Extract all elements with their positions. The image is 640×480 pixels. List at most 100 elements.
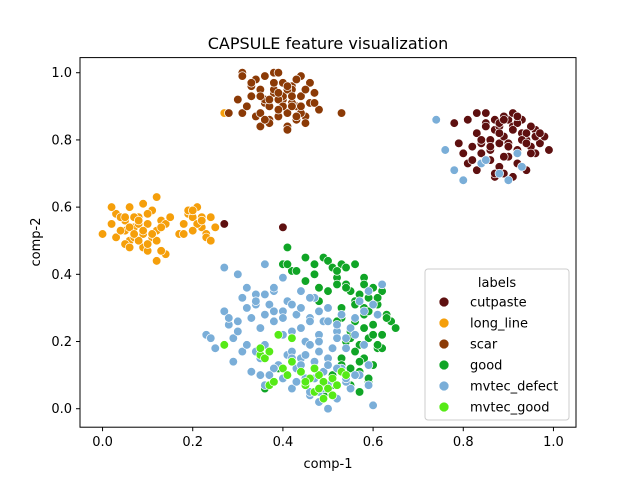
data-point-mvtec_defect [305, 340, 315, 350]
data-point-long_line [111, 232, 121, 243]
data-point-good [350, 259, 360, 269]
data-point-long_line [156, 246, 166, 256]
data-point-mvtec_good [273, 330, 284, 340]
data-point-long_line [156, 222, 166, 232]
data-point-mvtec_defect [233, 316, 243, 327]
legend-marker-long_line [438, 317, 450, 329]
legend-box [424, 268, 570, 421]
data-point-cutpaste [508, 125, 518, 135]
data-point-mvtec_defect [359, 306, 369, 316]
plot-area-frame [79, 57, 577, 428]
data-point-long_line [97, 229, 108, 239]
data-point-cutpaste [481, 121, 491, 132]
data-point-good [300, 252, 311, 263]
data-point-mvtec_defect [269, 363, 279, 374]
data-point-cutpaste [467, 141, 477, 152]
data-point-long_line [210, 222, 220, 232]
data-point-mvtec_defect [512, 148, 523, 159]
data-point-scar [314, 105, 324, 115]
data-point-mvtec_defect [494, 168, 504, 179]
data-point-good [300, 276, 311, 286]
data-point-cutpaste [503, 141, 514, 152]
y-tick-label: 0.0 [51, 402, 72, 417]
legend-label-long_line: long_line [470, 317, 528, 332]
data-point-scar [291, 111, 302, 122]
data-point-mvtec_defect [296, 303, 306, 313]
data-point-mvtec_defect [341, 333, 351, 343]
data-point-mvtec_defect [314, 346, 324, 357]
data-point-good [381, 313, 392, 323]
data-point-cutpaste [521, 138, 532, 148]
data-point-scar [255, 121, 266, 132]
x-axis-ticks: 0.0 0.2 0.4 0.6 0.8 1.0 [92, 427, 564, 450]
data-point-long_line [120, 212, 130, 222]
legend-marker-scar [438, 338, 450, 350]
y-axis-title: comp-2 [29, 218, 44, 267]
data-point-good [377, 330, 387, 340]
data-point-mvtec_defect [278, 313, 288, 323]
data-point-cutpaste [476, 148, 486, 159]
data-point-good [354, 357, 365, 367]
data-point-mvtec_defect [323, 360, 333, 370]
data-point-mvtec_defect [449, 165, 459, 175]
data-point-long_line [165, 212, 175, 222]
data-point-long_line [133, 236, 144, 246]
data-point-mvtec_defect [228, 333, 238, 343]
data-point-mvtec_defect [237, 346, 247, 357]
legend-label-good: good [470, 359, 502, 374]
data-point-mvtec_defect [336, 309, 347, 320]
data-point-mvtec_defect [431, 115, 441, 125]
data-point-scar [287, 91, 297, 101]
legend-label-scar: scar [470, 338, 498, 353]
data-point-long_line [152, 192, 162, 202]
data-point-mvtec_defect [368, 299, 378, 310]
data-point-mvtec_defect [242, 340, 252, 350]
data-point-good [372, 340, 383, 350]
data-point-cutpaste [458, 148, 468, 159]
data-point-scar [282, 81, 293, 91]
data-point-long_line [138, 225, 148, 236]
legend-marker-cutpaste [438, 296, 450, 308]
data-point-long_line [179, 219, 189, 229]
data-point-cutpaste [494, 128, 504, 138]
data-point-mvtec_defect [255, 323, 266, 333]
data-point-good [332, 279, 342, 290]
data-point-mvtec_defect [327, 343, 338, 353]
data-point-mvtec_defect [368, 400, 378, 411]
data-point-mvtec_defect [359, 340, 369, 350]
data-point-long_line [147, 229, 157, 239]
data-point-long_line [142, 219, 153, 229]
data-point-cutpaste [472, 108, 482, 118]
data-point-mvtec_good [327, 390, 338, 400]
data-point-long_line [179, 229, 189, 239]
data-point-mvtec_defect [440, 145, 450, 155]
data-point-scar [264, 94, 275, 105]
data-point-scar [237, 71, 247, 81]
data-point-long_line [133, 215, 144, 226]
data-point-long_line [188, 225, 198, 236]
data-point-scar [233, 94, 243, 105]
chart-title: CAPSULE feature visualization [208, 34, 449, 53]
data-point-mvtec_defect [237, 293, 247, 303]
data-point-mvtec_defect [278, 273, 288, 283]
data-point-scar [255, 91, 266, 101]
data-point-cutpaste [494, 138, 504, 148]
y-tick-label: 0.2 [51, 335, 72, 350]
data-point-good [314, 283, 324, 293]
x-tick-label: 0.6 [363, 435, 384, 450]
data-point-mvtec_defect [246, 313, 256, 323]
data-point-mvtec_good [300, 377, 311, 387]
data-point-mvtec_defect [503, 175, 514, 185]
data-point-cutpaste [512, 111, 523, 122]
data-point-good [282, 242, 293, 253]
legend-label-mvtec_defect: mvtec_defect [470, 380, 558, 395]
legend-label-mvtec_good: mvtec_good [470, 401, 550, 416]
data-point-scar [296, 101, 306, 111]
data-point-mvtec_defect [354, 296, 365, 306]
legend-label-cutpaste: cutpaste [470, 296, 527, 311]
data-point-mvtec_good [282, 370, 293, 380]
data-point-mvtec_defect [287, 383, 297, 394]
data-point-long_line [124, 222, 135, 232]
data-point-mvtec_good [260, 353, 270, 363]
data-point-mvtec_good [314, 370, 324, 380]
